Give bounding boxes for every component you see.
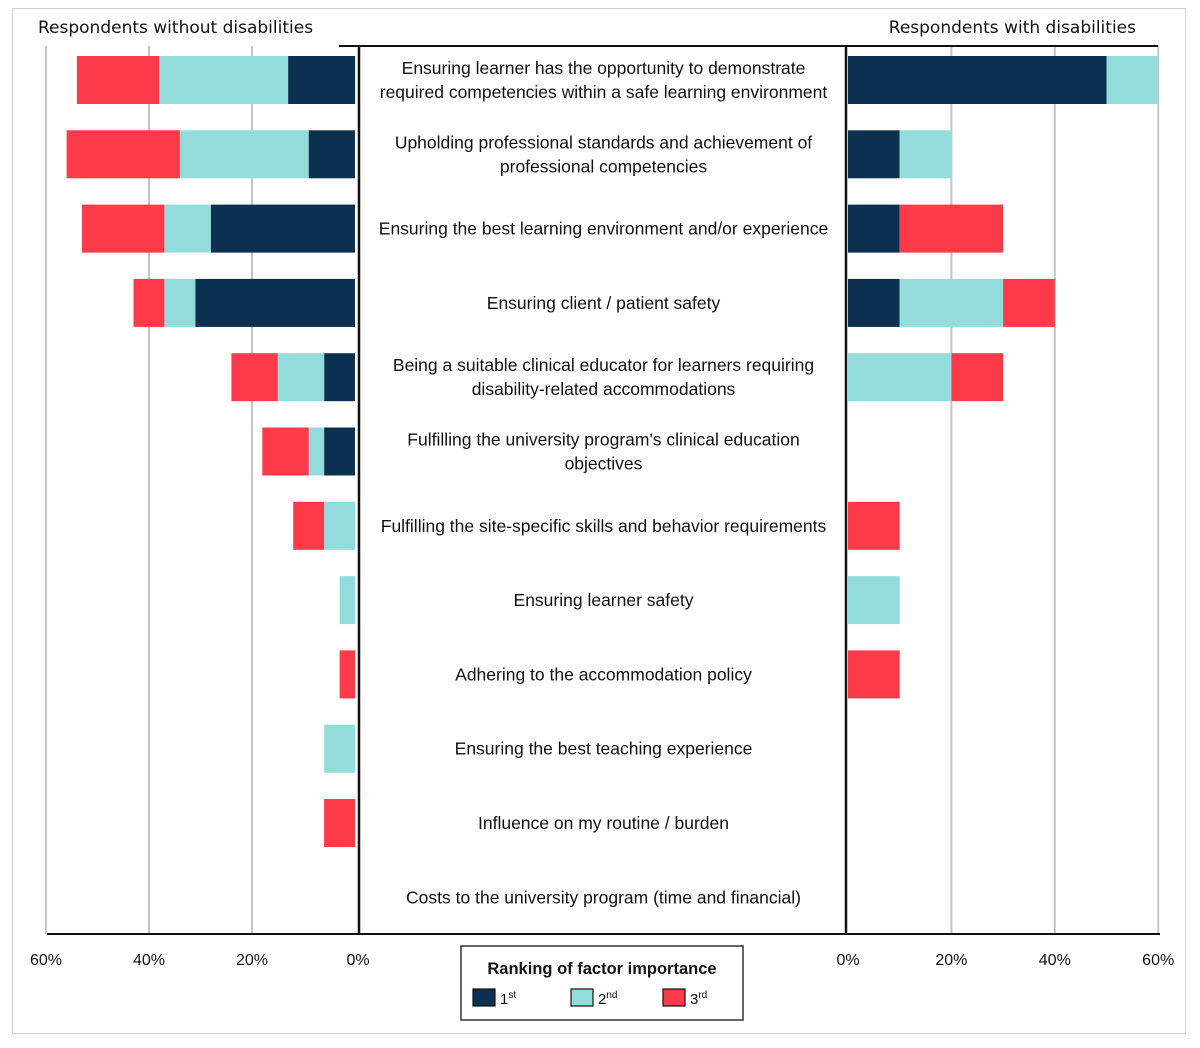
bar-without-3rd-row-4 [133, 278, 165, 327]
bar-with-3rd-row-7 [848, 501, 900, 550]
bar-with-1st-row-1 [848, 56, 1107, 104]
bar-with-3rd-row-9 [848, 650, 900, 699]
factor-label-2: Upholding professional standards and ach… [395, 132, 812, 176]
bar-without-2nd-row-7 [324, 501, 355, 550]
factor-label-1: Ensuring learner has the opportunity to … [380, 58, 828, 102]
bar-with-3rd-row-5 [951, 353, 1004, 402]
factor-label-12: Costs to the university program (time an… [406, 887, 801, 907]
tick-label-right-0: 0% [836, 952, 859, 969]
factor-label-6: Fulfilling the university program's clin… [407, 430, 799, 474]
bar-without-2nd-row-1 [159, 56, 289, 104]
factor-label-7: Fulfilling the site-specific skills and … [381, 516, 827, 536]
legend-label-3rd: 3rd [690, 990, 707, 1008]
bar-without-2nd-row-6 [308, 427, 325, 476]
bar-with-2nd-row-4 [899, 278, 1004, 327]
tick-label-left-0: 0% [346, 952, 369, 969]
bar-without-1st-row-6 [324, 427, 355, 476]
bar-without-1st-row-4 [195, 278, 355, 327]
tick-label-left-60: 60% [30, 952, 62, 969]
factor-label-8: Ensuring learner safety [514, 590, 694, 610]
bar-with-2nd-row-1 [1106, 56, 1159, 104]
bar-without-3rd-row-1 [76, 56, 160, 104]
bar-without-1st-row-1 [288, 56, 356, 104]
factor-label-11: Influence on my routine / burden [478, 813, 729, 833]
bar-without-2nd-row-8 [339, 576, 356, 625]
bar-with-1st-row-4 [848, 278, 900, 327]
legend-swatch-1st [472, 988, 496, 1007]
bar-without-3rd-row-3 [82, 204, 165, 253]
tick-label-right-60: 60% [1142, 952, 1174, 969]
bar-with-2nd-row-8 [848, 576, 900, 625]
bar-with-3rd-row-3 [899, 204, 1004, 253]
legend-label-2nd: 2nd [598, 990, 617, 1008]
factor-label-10: Ensuring the best teaching experience [455, 739, 753, 759]
legend-swatch-2nd [570, 988, 594, 1007]
factor-label-9: Adhering to the accommodation policy [455, 664, 752, 684]
bar-with-1st-row-3 [848, 204, 900, 253]
bar-without-3rd-row-11 [324, 799, 355, 847]
bar-without-3rd-row-6 [262, 427, 309, 476]
bar-without-2nd-row-10 [324, 724, 355, 773]
legend-box [460, 945, 744, 1021]
bar-without-2nd-row-2 [179, 130, 309, 179]
tick-label-left-20: 20% [236, 952, 268, 969]
figure-frame [12, 8, 1186, 1034]
tick-label-right-20: 20% [935, 952, 967, 969]
bar-without-3rd-row-5 [231, 353, 278, 402]
bar-without-1st-row-5 [324, 353, 355, 402]
bar-without-2nd-row-3 [164, 204, 211, 253]
legend-swatch-3rd [662, 988, 686, 1007]
factor-label-5: Being a suitable clinical educator for l… [393, 355, 814, 399]
bar-with-3rd-row-4 [1003, 278, 1055, 327]
bar-without-2nd-row-5 [277, 353, 325, 402]
bar-without-1st-row-2 [308, 130, 355, 179]
bar-without-2nd-row-4 [164, 278, 196, 327]
bar-with-2nd-row-5 [848, 353, 952, 402]
tick-label-right-40: 40% [1039, 952, 1071, 969]
factor-label-4: Ensuring client / patient safety [487, 293, 721, 313]
panel-title-without: Respondents without disabilities [38, 18, 313, 38]
panel-title-with: Respondents with disabilities [889, 18, 1136, 38]
tick-label-left-40: 40% [133, 952, 165, 969]
bar-without-3rd-row-2 [66, 130, 180, 179]
legend-label-1st: 1st [500, 990, 516, 1008]
factor-label-3: Ensuring the best learning environment a… [379, 219, 828, 239]
bar-with-1st-row-2 [848, 130, 900, 179]
bar-without-3rd-row-9 [339, 650, 356, 699]
bar-without-1st-row-3 [210, 204, 355, 253]
legend-title: Ranking of factor importance [487, 960, 716, 978]
bar-with-2nd-row-2 [899, 130, 952, 179]
bar-without-3rd-row-7 [293, 501, 325, 550]
